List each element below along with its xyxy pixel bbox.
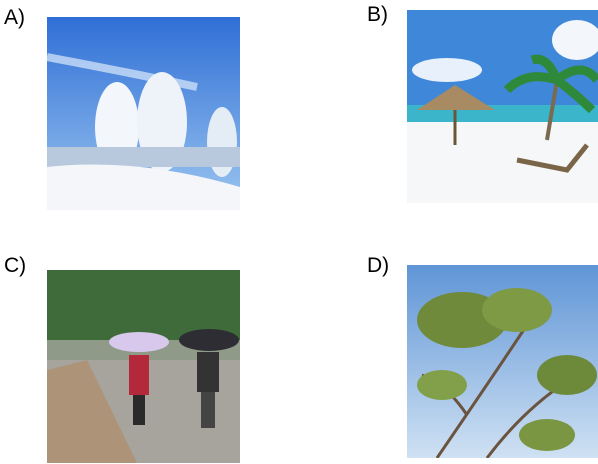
option-label: A)	[4, 6, 25, 30]
windy-tree-image	[407, 265, 598, 458]
beach-image	[407, 10, 598, 203]
option-label: D)	[367, 254, 389, 278]
rain-image	[47, 270, 240, 463]
page: A) B) C) D)	[0, 0, 598, 464]
winter-image	[47, 17, 240, 210]
option-label: B)	[367, 3, 388, 27]
option-label: C)	[4, 254, 26, 278]
